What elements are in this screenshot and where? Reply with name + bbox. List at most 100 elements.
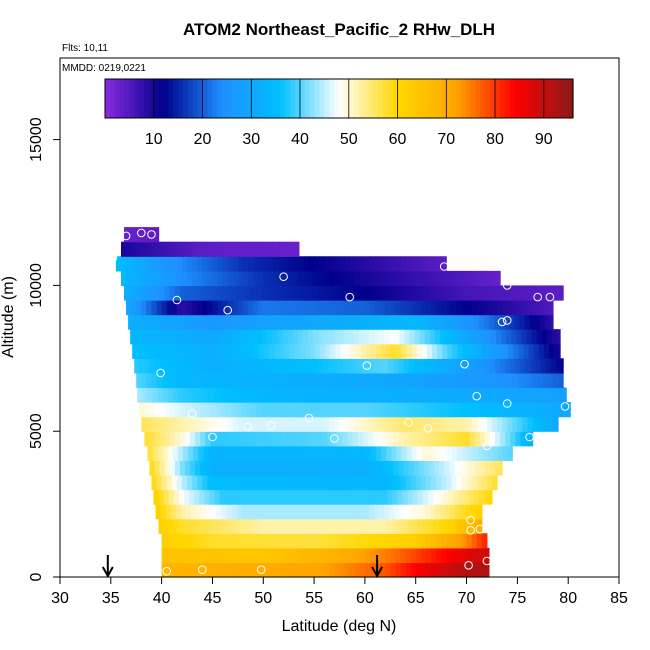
- heatmap-cell: [364, 547, 371, 556]
- heatmap-cell: [375, 263, 381, 272]
- heatmap-cell: [471, 380, 478, 389]
- heatmap-cell: [133, 321, 139, 330]
- heatmap-cell: [207, 533, 214, 542]
- heatmap-cell: [335, 343, 342, 352]
- heatmap-cell: [212, 300, 219, 308]
- heatmap-cell: [294, 351, 301, 359]
- colorbar-tick-label: 70: [437, 131, 455, 148]
- heatmap-cell: [283, 241, 290, 250]
- heatmap-cell: [373, 292, 379, 301]
- heatmap-cell: [156, 263, 163, 272]
- heatmap-cell: [137, 351, 143, 359]
- heatmap-cell: [384, 504, 390, 512]
- heatmap-cell: [242, 372, 249, 381]
- heatmap-cell: [348, 504, 355, 512]
- heatmap-cell: [254, 387, 260, 396]
- heatmap-cell: [498, 453, 504, 461]
- heatmap-cell: [512, 416, 518, 425]
- heatmap-cell: [456, 372, 463, 381]
- heatmap-cell: [288, 540, 295, 549]
- heatmap-cell: [192, 482, 198, 491]
- heatmap-cell: [251, 402, 257, 410]
- heatmap-cell: [365, 445, 372, 454]
- heatmap-cell: [413, 409, 420, 418]
- heatmap-cell: [468, 489, 475, 498]
- heatmap-cell: [425, 416, 432, 425]
- heatmap-cell: [364, 372, 371, 381]
- heatmap-cell: [158, 496, 165, 505]
- heatmap-cell: [444, 467, 450, 476]
- heatmap-cell: [535, 292, 542, 301]
- heatmap-cell: [354, 540, 361, 549]
- heatmap-cell: [518, 343, 525, 352]
- heatmap-cell: [339, 372, 346, 381]
- heatmap-cell: [441, 416, 447, 425]
- heatmap-cell: [200, 431, 206, 440]
- heatmap-cell: [166, 540, 173, 549]
- heatmap-cell: [412, 518, 419, 527]
- heatmap-cell: [403, 467, 410, 476]
- heatmap-cell: [225, 409, 232, 418]
- heatmap-cell: [293, 540, 300, 549]
- heatmap-cell: [375, 307, 381, 316]
- heatmap-cell: [260, 489, 266, 498]
- heatmap-cell: [261, 431, 267, 440]
- heatmap-cell: [505, 409, 511, 418]
- heatmap-cell: [349, 256, 356, 265]
- heatmap-cell: [375, 372, 381, 381]
- heatmap-cell: [438, 496, 444, 505]
- heatmap-cell: [287, 504, 294, 512]
- colorbar-tick-label: 80: [486, 131, 504, 148]
- heatmap-cell: [458, 489, 465, 498]
- heatmap-cell: [527, 372, 534, 381]
- heatmap-cell: [120, 241, 127, 250]
- heatmap-cell: [428, 460, 435, 469]
- heatmap-cell: [274, 351, 281, 359]
- heatmap-cell: [481, 380, 488, 389]
- heatmap-cell: [301, 431, 308, 440]
- colorbar-segment: [343, 79, 350, 118]
- heatmap-cell: [451, 569, 457, 578]
- heatmap-cell: [446, 380, 452, 389]
- heatmap-cell: [447, 343, 453, 352]
- heatmap-cell: [162, 453, 169, 461]
- heatmap-cell: [353, 329, 360, 338]
- heatmap-cell: [134, 365, 140, 374]
- colorbar-segment: [470, 79, 477, 118]
- heatmap-cell: [469, 409, 476, 418]
- heatmap-cell: [176, 474, 183, 483]
- heatmap-cell: [220, 438, 227, 447]
- heatmap-cell: [464, 402, 471, 410]
- heatmap-cell: [291, 460, 298, 469]
- heatmap-cell: [190, 431, 196, 440]
- heatmap-cell: [187, 423, 193, 432]
- heatmap-cell: [342, 285, 349, 294]
- heatmap-cell: [175, 504, 182, 512]
- heatmap-cell: [347, 409, 354, 418]
- heatmap-cell: [200, 292, 206, 301]
- sample-point-marker: [466, 526, 475, 535]
- heatmap-cell: [131, 300, 137, 308]
- heatmap-cell: [234, 518, 241, 527]
- heatmap-cell: [366, 496, 373, 505]
- heatmap-cell: [466, 372, 473, 381]
- heatmap-cell: [188, 343, 194, 352]
- heatmap-cell: [207, 263, 214, 272]
- heatmap-cell: [251, 285, 257, 294]
- heatmap-cell: [227, 555, 234, 564]
- heatmap-cell: [423, 460, 430, 469]
- sample-point-marker: [423, 424, 433, 433]
- heatmap-cell: [367, 292, 374, 301]
- heatmap-cell: [305, 496, 312, 505]
- heatmap-cell: [223, 351, 230, 359]
- heatmap-cell: [507, 416, 513, 425]
- heatmap-cell: [231, 336, 238, 345]
- heatmap-cell: [330, 394, 337, 403]
- heatmap-cell: [235, 460, 242, 469]
- heatmap-cell: [248, 380, 254, 389]
- heatmap-cell: [120, 270, 127, 279]
- heatmap-cell: [268, 533, 275, 542]
- heatmap-cell: [352, 365, 359, 374]
- heatmap-cell: [400, 423, 407, 432]
- heatmap-cell: [227, 307, 234, 316]
